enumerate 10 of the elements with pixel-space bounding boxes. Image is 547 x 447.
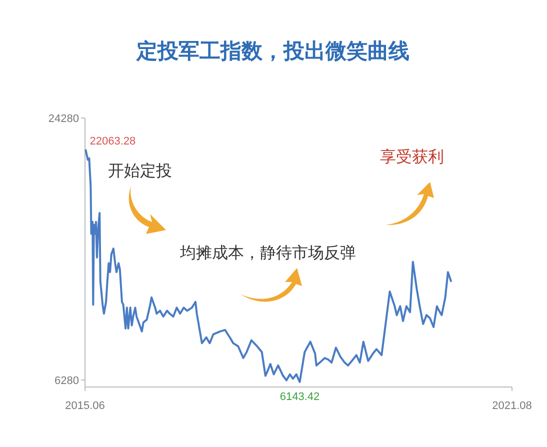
chart-title: 定投军工指数，投出微笑曲线 <box>136 39 410 63</box>
annotation: 6143.42 <box>280 391 320 403</box>
y-tick-label: 24280 <box>48 113 79 125</box>
annotation: 均摊成本，静待市场反弹 <box>179 244 356 262</box>
annotation: 22063.28 <box>90 135 136 148</box>
annotation: 享受获利 <box>380 148 444 166</box>
x-tick-label: 2021.08 <box>492 400 532 412</box>
y-tick-label: 6280 <box>54 375 79 388</box>
annotation: 开始定投 <box>108 162 172 180</box>
x-tick-label: 2015.06 <box>65 400 105 412</box>
